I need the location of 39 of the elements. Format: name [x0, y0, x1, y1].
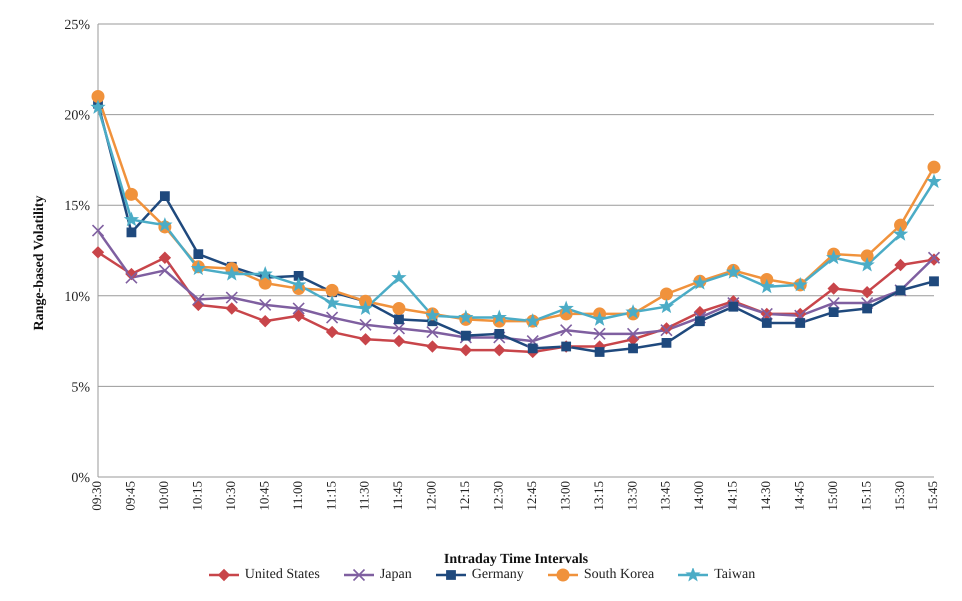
x-tick-label: 10:45 [256, 481, 272, 511]
legend-label: Japan [378, 567, 412, 583]
x-tick-label: 15:30 [892, 481, 907, 511]
x-tick-label: 15:00 [824, 481, 840, 511]
x-tick-label: 14:00 [691, 481, 706, 511]
x-tick-label: 14:45 [791, 481, 806, 511]
legend-label: South Korea [582, 567, 654, 583]
legend-label: United States [244, 567, 320, 583]
y-tick-label: 25% [64, 18, 90, 33]
y-axis-title: Range-based Volatility [32, 196, 47, 330]
x-tick-label: 11:15 [323, 481, 338, 510]
x-tick-label: 10:15 [190, 481, 205, 511]
x-tick-label: 15:45 [925, 481, 940, 511]
legend-label: Taiwan [713, 567, 756, 583]
y-tick-label: 20% [64, 108, 90, 124]
y-tick-label: 15% [64, 199, 90, 214]
x-tick-label: 10:30 [222, 481, 238, 511]
y-tick-label: 10% [64, 290, 90, 305]
x-tick-label: 13:30 [624, 481, 640, 511]
x-tick-label: 12:15 [457, 481, 472, 511]
x-tick-label: 13:00 [557, 481, 572, 511]
x-tick-label: 09:45 [122, 481, 138, 511]
x-tick-label: 15:15 [858, 481, 874, 511]
x-tick-label: 12:00 [424, 481, 439, 511]
x-tick-label: 13:15 [590, 481, 606, 511]
x-tick-label: 12:30 [490, 481, 506, 511]
legend-label: Germany [470, 567, 524, 583]
x-tick-label: 09:30 [89, 481, 104, 511]
x-tick-label: 11:00 [290, 481, 305, 510]
y-tick-label: 0% [71, 470, 90, 486]
x-tick-label: 11:45 [390, 481, 406, 510]
x-tick-label: 10:00 [156, 481, 172, 511]
x-tick-label: 14:15 [724, 481, 740, 511]
x-tick-label: 13:45 [658, 481, 673, 511]
x-tick-label: 14:30 [758, 481, 774, 511]
x-axis-title: Intraday Time Intervals [444, 552, 589, 567]
y-tick-label: 5% [71, 380, 90, 396]
x-tick-label: 11:30 [356, 481, 372, 510]
x-tick-label: 12:45 [524, 481, 539, 511]
